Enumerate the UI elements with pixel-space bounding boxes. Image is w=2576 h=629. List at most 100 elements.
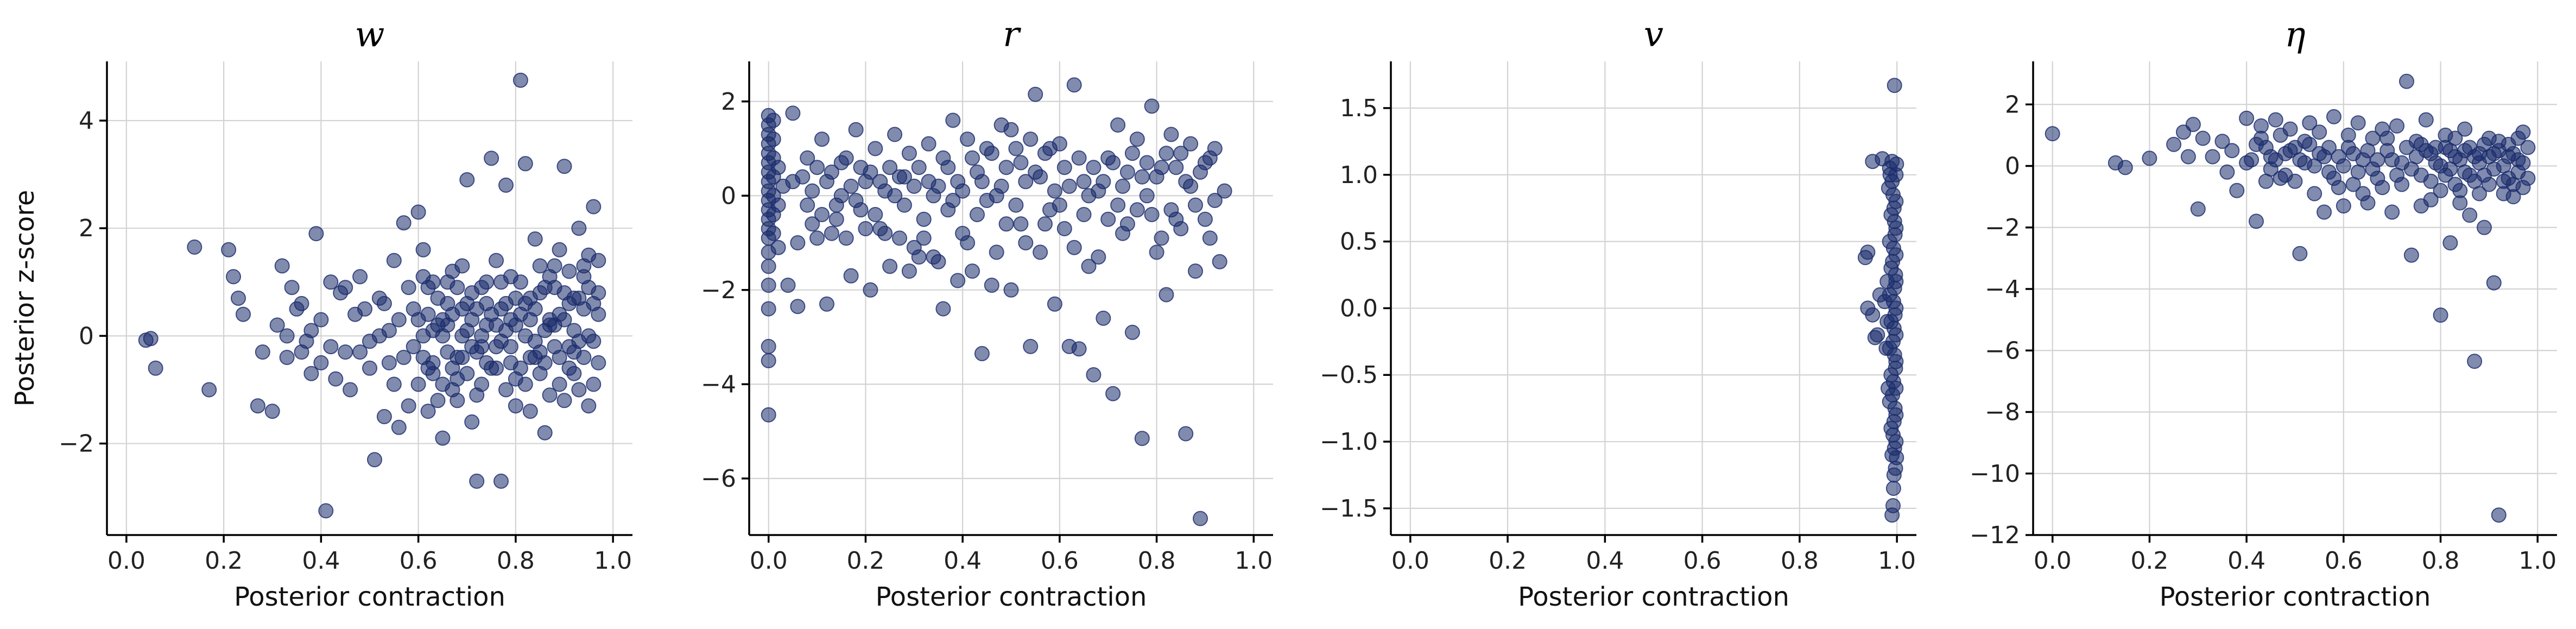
- scatter-point: [1163, 127, 1179, 142]
- scatter-point: [532, 366, 548, 381]
- scatter-point: [420, 404, 436, 419]
- scatter-point: [1100, 211, 1116, 227]
- scatter-point: [517, 376, 533, 392]
- scatter-point: [1888, 327, 1904, 343]
- y-tick-label: −2: [701, 276, 736, 304]
- scatter-point: [1096, 310, 1111, 326]
- scatter-point: [2229, 183, 2245, 198]
- scatter-point: [1047, 296, 1062, 312]
- scatter-point: [790, 299, 806, 314]
- x-tick-label: 0.4: [302, 547, 340, 575]
- scatter-point: [581, 398, 597, 414]
- y-tick-label: −8: [1985, 399, 2020, 426]
- scatter-point: [1086, 367, 1102, 382]
- scatter-point: [1144, 98, 1160, 114]
- scatter-point: [338, 344, 353, 360]
- scatter-point: [2462, 207, 2478, 223]
- x-tick-label: 0.0: [750, 547, 788, 575]
- scatter-point: [2457, 121, 2473, 137]
- scatter-point: [940, 160, 956, 175]
- scatter-point: [484, 150, 499, 166]
- y-tick-label: 2: [2005, 91, 2020, 118]
- scatter-point: [2239, 110, 2255, 126]
- scatter-point: [556, 159, 572, 174]
- y-tick-label: 2: [79, 215, 94, 242]
- scatter-point: [770, 240, 786, 255]
- scatter-point: [503, 355, 518, 370]
- scatter-point: [2117, 160, 2133, 175]
- scatter-point: [2336, 198, 2351, 214]
- scatter-point: [2336, 158, 2351, 174]
- scatter-point: [1066, 77, 1082, 93]
- scatter-point: [2166, 136, 2182, 152]
- chart-title: v: [1644, 15, 1663, 55]
- scatter-point: [376, 409, 392, 424]
- scatter-point: [552, 242, 567, 257]
- scatter-point: [1887, 78, 1902, 93]
- x-tick-label: 1.0: [2518, 547, 2556, 575]
- y-tick-label: 1.5: [1340, 95, 1378, 122]
- scatter-point: [542, 387, 558, 403]
- scatter-point: [576, 350, 592, 365]
- scatter-point: [420, 280, 436, 295]
- scatter-point: [828, 211, 844, 227]
- scatter-point: [896, 197, 912, 213]
- scatter-point: [1888, 461, 1903, 476]
- scatter-point: [591, 253, 606, 268]
- scatter-point: [2442, 161, 2458, 177]
- scatter-point: [571, 382, 587, 398]
- scatter-point: [410, 204, 426, 220]
- scatter-point: [1134, 169, 1150, 185]
- scatter-point: [1883, 420, 1899, 436]
- scatter-point: [1202, 150, 1218, 166]
- x-tick-label: 0.2: [205, 547, 243, 575]
- scatter-point: [542, 269, 558, 285]
- y-tick-label: −6: [1985, 337, 2020, 364]
- x-tick-label: 1.0: [1878, 547, 1916, 575]
- scatter-point: [2360, 143, 2376, 159]
- scatter-point: [1882, 287, 1897, 303]
- scatter-point: [1071, 341, 1087, 357]
- scatter-point: [800, 150, 815, 166]
- scatter-point: [1018, 174, 1034, 190]
- scatter-point: [785, 174, 801, 190]
- scatter-point: [1037, 146, 1053, 161]
- scatter-point: [489, 253, 504, 268]
- scatter-point: [785, 105, 801, 121]
- scatter-point: [2399, 73, 2414, 89]
- scatter-point: [833, 155, 849, 171]
- x-tick-label: 0.8: [2422, 547, 2460, 575]
- scatter-point: [459, 366, 475, 381]
- x-tick-label: 0.0: [2034, 547, 2072, 575]
- scatter-point: [454, 258, 470, 274]
- scatter-point: [347, 306, 363, 322]
- scatter-point: [586, 376, 602, 392]
- y-tick-label: 0.0: [1340, 294, 1378, 322]
- scatter-point: [352, 344, 368, 360]
- scatter-point: [868, 207, 883, 222]
- scatter-point: [887, 127, 903, 142]
- scatter-point: [1884, 447, 1900, 463]
- scatter-point: [1881, 380, 1896, 396]
- x-tick-label: 0.4: [1586, 547, 1624, 575]
- x-tick-label: 0.0: [1391, 547, 1429, 575]
- scatter-point: [2384, 152, 2400, 168]
- scatter-point: [1883, 260, 1899, 276]
- scatter-point: [1008, 197, 1024, 213]
- scatter-point: [279, 350, 295, 365]
- scatter-point: [2292, 152, 2308, 168]
- scatter-point: [410, 376, 426, 392]
- scatter-point: [552, 350, 567, 365]
- scatter-point: [226, 269, 241, 285]
- scatter-point: [1013, 216, 1029, 232]
- scatter-point: [838, 230, 854, 246]
- scatter-point: [1076, 207, 1092, 222]
- scatter-point: [1028, 86, 1043, 102]
- scatter-point: [2214, 134, 2230, 149]
- scatter-point: [386, 376, 402, 392]
- scatter-point: [1003, 282, 1019, 298]
- scatter-point: [970, 207, 985, 222]
- scatter-point: [2418, 112, 2434, 128]
- panel-4: 0.0 0.2 0.4 0.6 0.8 1.0 −12 −10 −8 −6 −4 −2 0 2 η Poste…: [1970, 15, 2557, 612]
- scatter-point: [512, 72, 528, 88]
